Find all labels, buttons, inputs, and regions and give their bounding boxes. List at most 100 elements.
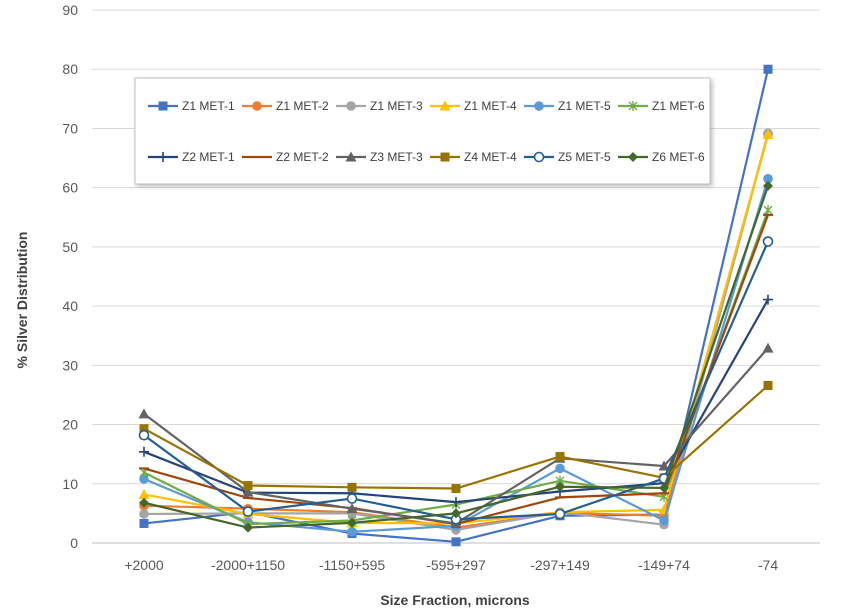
x-tick-label: -595+297 xyxy=(426,557,486,573)
legend-label: Z2 MET-1 xyxy=(182,150,235,164)
data-point xyxy=(243,522,253,533)
legend-swatch-marker xyxy=(346,101,356,111)
y-tick-label: 10 xyxy=(62,476,78,492)
y-tick-label: 30 xyxy=(62,357,78,373)
series-layer xyxy=(138,64,774,547)
data-point xyxy=(139,424,149,434)
x-tick-label: -1150+595 xyxy=(319,557,386,573)
y-tick-label: 40 xyxy=(62,298,78,314)
gridlines xyxy=(92,9,820,544)
data-point xyxy=(451,537,461,547)
legend-box xyxy=(134,77,711,185)
data-point xyxy=(659,482,669,493)
legend-label: Z1 MET-2 xyxy=(276,99,329,113)
data-point xyxy=(555,481,565,492)
legend-item-z2-met-2: Z2 MET-2 xyxy=(242,150,329,164)
legend-item-z1-met-1: Z1 MET-1 xyxy=(148,99,235,113)
data-point xyxy=(763,180,773,191)
legend-swatch-marker xyxy=(345,151,357,162)
y-tick-label: 50 xyxy=(62,239,78,255)
data-point xyxy=(139,509,149,519)
legend-item-z5-met-5: Z5 MET-5 xyxy=(524,150,611,164)
data-point xyxy=(346,493,358,504)
legend-item-z4-met-4: Z4 MET-4 xyxy=(430,150,517,164)
data-point xyxy=(243,481,253,491)
y-tick-label: 80 xyxy=(62,61,78,77)
legend-item-z6-met-6: Z6 MET-6 xyxy=(618,150,705,164)
data-point xyxy=(762,342,774,353)
legend-swatch-marker xyxy=(158,101,168,111)
legend-item-z3-met-3: Z3 MET-3 xyxy=(336,150,423,164)
data-point xyxy=(139,497,149,508)
data-point xyxy=(763,294,773,305)
data-point xyxy=(659,515,669,526)
legend-label: Z1 MET-5 xyxy=(558,99,611,113)
data-point xyxy=(555,463,565,474)
data-point xyxy=(451,484,461,494)
data-point xyxy=(139,474,149,484)
data-point xyxy=(658,460,670,471)
x-tick-label: -297+149 xyxy=(530,557,590,573)
legend-item-z1-met-6: Z1 MET-6 xyxy=(618,99,705,113)
legend-item-z2-met-1: Z2 MET-1 xyxy=(148,150,235,164)
data-point xyxy=(347,526,357,537)
data-point xyxy=(763,205,773,216)
data-point xyxy=(346,503,358,514)
legend-swatch-marker xyxy=(533,151,545,163)
legend-label: Z2 MET-2 xyxy=(276,150,329,164)
x-tick-label: -74 xyxy=(758,557,778,573)
y-axis-title: % Silver Distribution xyxy=(14,232,30,369)
legend-label: Z1 MET-3 xyxy=(370,99,423,113)
data-point xyxy=(451,508,461,519)
data-point xyxy=(139,518,149,528)
data-point xyxy=(763,173,773,184)
data-point xyxy=(347,517,357,528)
legend-item-z1-met-5: Z1 MET-5 xyxy=(524,99,611,113)
x-tick-label: -2000+1150 xyxy=(211,557,285,573)
x-axis-title: Size Fraction, microns xyxy=(380,592,530,608)
legend-label: Z5 MET-5 xyxy=(558,150,611,164)
legend-swatch-marker xyxy=(628,152,638,162)
legend-swatch-marker xyxy=(252,101,262,111)
legend-label: Z4 MET-4 xyxy=(464,150,517,164)
data-point xyxy=(242,486,254,497)
y-tick-label: 0 xyxy=(70,535,78,551)
series-z5-met-5 xyxy=(138,236,774,525)
series-z6-met-6 xyxy=(139,180,773,533)
data-point xyxy=(138,408,150,419)
y-axis-ticks: 0 10 20 30 40 50 60 70 80 90 xyxy=(62,2,78,551)
legend-label: Z6 MET-6 xyxy=(652,150,705,164)
legend-swatch-marker xyxy=(158,152,168,162)
data-point xyxy=(242,506,254,517)
data-point xyxy=(762,236,774,247)
legend-swatch-marker xyxy=(534,101,544,111)
data-point xyxy=(139,446,149,457)
data-point xyxy=(138,488,150,499)
legend-item-z1-met-2: Z1 MET-2 xyxy=(242,99,329,113)
data-point xyxy=(763,380,773,390)
legend-item-z1-met-3: Z1 MET-3 xyxy=(336,99,423,113)
y-tick-label: 60 xyxy=(62,180,78,196)
legend-swatch-marker xyxy=(440,152,450,162)
legend-swatch-marker xyxy=(439,100,451,111)
legend-label: Z1 MET-1 xyxy=(182,99,235,113)
legend-label: Z1 MET-4 xyxy=(464,99,517,113)
legend-label: Z3 MET-3 xyxy=(370,150,423,164)
x-tick-label: +2000 xyxy=(124,557,164,573)
data-point xyxy=(763,64,773,74)
data-point xyxy=(555,452,565,462)
data-point xyxy=(762,128,774,139)
y-tick-label: 20 xyxy=(62,417,78,433)
y-tick-label: 90 xyxy=(62,2,78,18)
data-point xyxy=(451,497,461,508)
x-tick-label: -149+74 xyxy=(638,557,690,573)
data-point xyxy=(347,482,357,492)
y-tick-label: 70 xyxy=(62,120,78,136)
data-point xyxy=(138,429,150,441)
x-axis-ticks: +2000 -2000+1150 -1150+595 -595+297 -297+149… xyxy=(124,557,778,573)
legend-swatch-marker xyxy=(628,101,638,111)
legend: Z1 MET-1 Z1 MET-2 Z1 MET-3 Z1 MET-4 Z1 MET-5… xyxy=(134,77,711,185)
legend-item-z1-met-4: Z1 MET-4 xyxy=(430,99,517,113)
legend-label: Z1 MET-6 xyxy=(652,99,705,113)
